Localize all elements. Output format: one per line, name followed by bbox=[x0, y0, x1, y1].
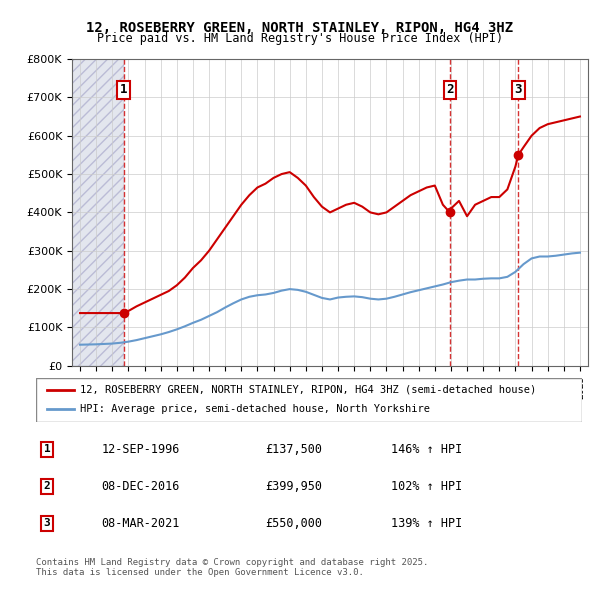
Text: £550,000: £550,000 bbox=[265, 517, 322, 530]
Text: 102% ↑ HPI: 102% ↑ HPI bbox=[391, 480, 462, 493]
Text: 12, ROSEBERRY GREEN, NORTH STAINLEY, RIPON, HG4 3HZ (semi-detached house): 12, ROSEBERRY GREEN, NORTH STAINLEY, RIP… bbox=[80, 385, 536, 395]
Text: 2: 2 bbox=[446, 83, 454, 96]
Text: 2: 2 bbox=[44, 481, 50, 491]
Text: 3: 3 bbox=[515, 83, 522, 96]
Text: 3: 3 bbox=[44, 519, 50, 529]
Text: £399,950: £399,950 bbox=[265, 480, 322, 493]
Text: 08-MAR-2021: 08-MAR-2021 bbox=[101, 517, 180, 530]
Text: HPI: Average price, semi-detached house, North Yorkshire: HPI: Average price, semi-detached house,… bbox=[80, 405, 430, 414]
Text: 1: 1 bbox=[120, 83, 127, 96]
Text: 08-DEC-2016: 08-DEC-2016 bbox=[101, 480, 180, 493]
Text: 12, ROSEBERRY GREEN, NORTH STAINLEY, RIPON, HG4 3HZ: 12, ROSEBERRY GREEN, NORTH STAINLEY, RIP… bbox=[86, 21, 514, 35]
Text: Price paid vs. HM Land Registry's House Price Index (HPI): Price paid vs. HM Land Registry's House … bbox=[97, 32, 503, 45]
Text: 146% ↑ HPI: 146% ↑ HPI bbox=[391, 443, 462, 456]
Text: 12-SEP-1996: 12-SEP-1996 bbox=[101, 443, 180, 456]
Text: 1: 1 bbox=[44, 444, 50, 454]
FancyBboxPatch shape bbox=[36, 378, 582, 422]
Text: 139% ↑ HPI: 139% ↑ HPI bbox=[391, 517, 462, 530]
Text: £137,500: £137,500 bbox=[265, 443, 322, 456]
Text: Contains HM Land Registry data © Crown copyright and database right 2025.
This d: Contains HM Land Registry data © Crown c… bbox=[36, 558, 428, 577]
Bar bbox=[72, 59, 124, 366]
